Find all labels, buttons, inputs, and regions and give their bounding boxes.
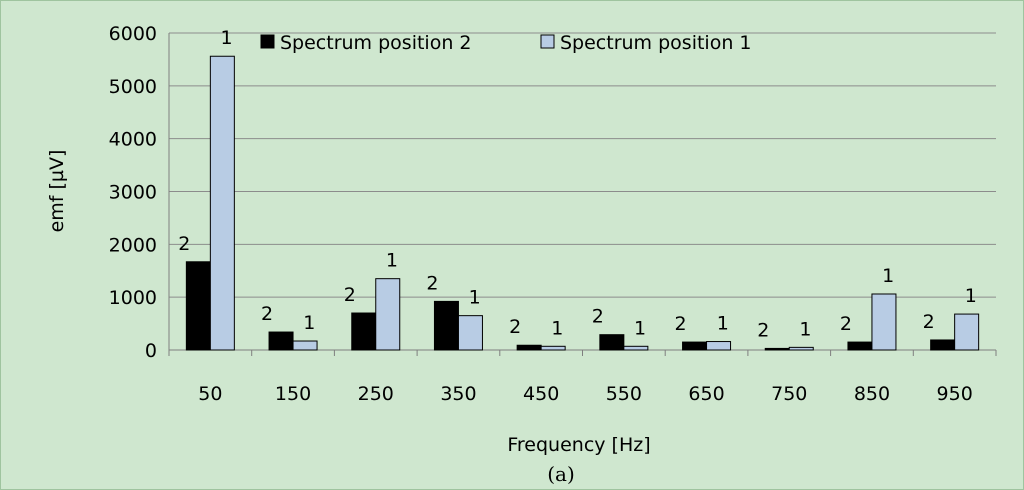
x-tick-labels: 50 150 250 350 450 550 650 750 850 950 [198, 383, 973, 405]
bars [185, 55, 980, 351]
data-label-position-1: 1 [221, 27, 233, 49]
data-label-position-2: 2 [840, 313, 852, 335]
bar-position-2 [185, 261, 211, 351]
x-tick-label: 150 [275, 383, 311, 405]
data-label-position-1: 1 [717, 313, 729, 335]
bar-position-1 [954, 313, 980, 351]
bar-position-2 [764, 347, 790, 351]
bar-position-1 [292, 340, 318, 351]
y-tick-label: 3000 [109, 182, 157, 204]
legend-label: Spectrum position 2 [280, 32, 472, 54]
bar-position-2 [930, 339, 956, 351]
x-tick-label: 850 [854, 383, 890, 405]
bar-position-2 [433, 300, 459, 351]
data-label-position-2: 2 [675, 313, 687, 335]
y-tick-label: 1000 [109, 287, 157, 309]
x-tick-label: 650 [688, 383, 724, 405]
bar-position-2 [351, 312, 377, 351]
x-axis-title: Frequency [Hz] [507, 434, 650, 456]
data-label-position-1: 1 [469, 287, 481, 309]
x-tick-label: 550 [606, 383, 642, 405]
bar-position-2 [268, 331, 294, 351]
data-label-position-2: 2 [344, 284, 356, 306]
data-label-position-2: 2 [509, 316, 521, 338]
legend: Spectrum position 2 Spectrum position 1 [260, 32, 752, 54]
data-label-position-2: 2 [261, 303, 273, 325]
y-axis-title: emf [µV] [46, 150, 68, 233]
bar-position-1 [375, 278, 401, 351]
data-label-position-1: 1 [882, 265, 894, 287]
legend-swatch [260, 34, 275, 49]
y-tick-label: 4000 [109, 129, 157, 151]
bar-position-2 [599, 334, 625, 351]
y-tick-label: 6000 [109, 23, 157, 45]
y-tick-label: 0 [145, 340, 157, 362]
y-tick-label: 2000 [109, 234, 157, 256]
bar-position-2 [847, 341, 873, 351]
x-tick-label: 250 [358, 383, 394, 405]
x-tick-label: 950 [937, 383, 973, 405]
bar-position-1 [457, 315, 483, 351]
bar-position-1 [623, 345, 649, 351]
data-label-position-1: 1 [634, 317, 646, 339]
x-tick-label: 750 [771, 383, 807, 405]
data-label-position-1: 1 [303, 312, 315, 334]
data-labels: 2 1 2 1 2 1 2 1 2 1 2 1 2 1 2 1 2 1 2 1 [178, 27, 977, 341]
bar-position-2 [516, 344, 542, 351]
data-label-position-1: 1 [386, 250, 398, 272]
bar-position-1 [788, 346, 814, 351]
x-tick-label: 50 [198, 383, 222, 405]
data-label-position-2: 2 [592, 306, 604, 328]
data-label-position-1: 1 [551, 317, 563, 339]
legend-label: Spectrum position 1 [560, 32, 752, 54]
data-label-position-2: 2 [178, 233, 190, 255]
data-label-position-2: 2 [426, 272, 438, 294]
bar-position-1 [540, 345, 566, 351]
y-tick-label: 5000 [109, 76, 157, 98]
x-tick-label: 450 [523, 383, 559, 405]
bar-position-2 [682, 341, 708, 351]
data-label-position-2: 2 [757, 319, 769, 341]
y-tick-labels: 0 1000 2000 3000 4000 5000 6000 [109, 23, 157, 362]
x-tick-label: 350 [440, 383, 476, 405]
bar-position-1 [209, 55, 235, 351]
data-label-position-2: 2 [923, 311, 935, 333]
legend-swatch [540, 34, 555, 49]
data-label-position-1: 1 [965, 285, 977, 307]
bar-position-1 [706, 341, 732, 351]
gridlines [169, 32, 996, 298]
figure-caption: (a) [547, 462, 575, 486]
data-label-position-1: 1 [799, 318, 811, 340]
bar-position-1 [871, 293, 897, 351]
